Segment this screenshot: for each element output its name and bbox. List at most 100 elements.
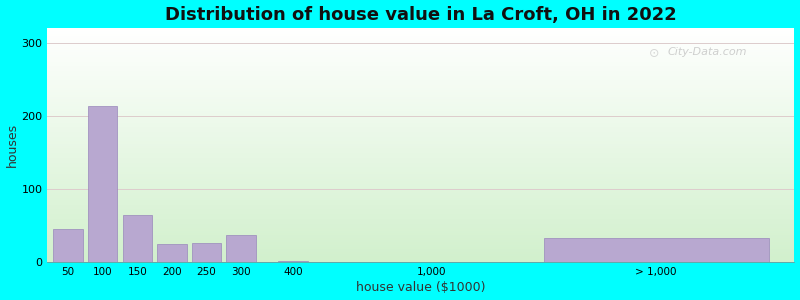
Bar	[47, 33, 794, 35]
Bar	[47, 220, 794, 223]
Bar	[47, 241, 794, 244]
Bar	[47, 98, 794, 101]
Bar	[122, 215, 152, 262]
Bar	[47, 150, 794, 152]
Bar	[47, 126, 794, 129]
Bar	[47, 260, 794, 262]
Bar	[47, 82, 794, 84]
Bar	[47, 129, 794, 131]
Bar	[47, 37, 794, 40]
Bar	[47, 115, 794, 117]
Bar	[47, 96, 794, 98]
Text: ⊙: ⊙	[649, 47, 659, 60]
Bar	[47, 134, 794, 136]
Bar	[47, 211, 794, 213]
Bar	[192, 243, 221, 262]
Bar	[47, 84, 794, 86]
Bar	[47, 117, 794, 119]
Bar	[47, 105, 794, 108]
Bar	[47, 86, 794, 89]
Text: City-Data.com: City-Data.com	[667, 47, 747, 57]
Bar	[47, 251, 794, 253]
Bar	[47, 35, 794, 37]
Bar	[47, 72, 794, 75]
Bar	[47, 197, 794, 199]
Bar	[47, 47, 794, 49]
Bar	[47, 40, 794, 42]
Bar	[47, 166, 794, 169]
Bar	[544, 238, 769, 262]
Bar	[47, 136, 794, 138]
Bar	[47, 246, 794, 248]
Title: Distribution of house value in La Croft, OH in 2022: Distribution of house value in La Croft,…	[165, 6, 677, 24]
Bar	[47, 223, 794, 225]
Bar	[47, 185, 794, 188]
Bar	[47, 140, 794, 143]
Bar	[88, 106, 118, 262]
Bar	[47, 91, 794, 94]
Bar	[47, 58, 794, 61]
Bar	[47, 164, 794, 166]
Bar	[278, 261, 308, 262]
Bar	[47, 143, 794, 145]
Bar	[47, 176, 794, 178]
Bar	[157, 244, 186, 262]
Bar	[47, 154, 794, 157]
Bar	[47, 61, 794, 63]
Bar	[47, 227, 794, 230]
Bar	[47, 204, 794, 206]
Bar	[47, 89, 794, 91]
Bar	[47, 237, 794, 239]
Bar	[47, 148, 794, 150]
Bar	[47, 253, 794, 255]
Bar	[47, 75, 794, 77]
Bar	[226, 235, 256, 262]
Bar	[47, 70, 794, 72]
Bar	[47, 206, 794, 208]
Bar	[47, 244, 794, 246]
Bar	[47, 42, 794, 44]
Bar	[47, 248, 794, 251]
Bar	[47, 173, 794, 175]
Bar	[47, 112, 794, 115]
X-axis label: house value ($1000): house value ($1000)	[356, 281, 486, 294]
Bar	[47, 169, 794, 171]
Bar	[47, 152, 794, 154]
Bar	[54, 230, 82, 262]
Bar	[47, 56, 794, 58]
Bar	[47, 178, 794, 180]
Bar	[47, 234, 794, 237]
Bar	[47, 239, 794, 241]
Bar	[47, 213, 794, 215]
Bar	[47, 258, 794, 260]
Bar	[47, 188, 794, 190]
Bar	[47, 208, 794, 211]
Bar	[47, 54, 794, 56]
Bar	[47, 68, 794, 70]
Bar	[47, 131, 794, 134]
Bar	[47, 28, 794, 30]
Bar	[47, 157, 794, 159]
Bar	[47, 230, 794, 232]
Bar	[47, 171, 794, 173]
Bar	[47, 110, 794, 112]
Bar	[47, 159, 794, 162]
Bar	[47, 183, 794, 185]
Bar	[47, 232, 794, 234]
Bar	[47, 100, 794, 103]
Bar	[47, 122, 794, 124]
Bar	[47, 49, 794, 51]
Bar	[47, 63, 794, 65]
Bar	[47, 199, 794, 201]
Bar	[47, 162, 794, 164]
Bar	[47, 51, 794, 54]
Bar	[47, 103, 794, 105]
Bar	[47, 201, 794, 204]
Bar	[47, 30, 794, 33]
Bar	[47, 192, 794, 194]
Bar	[47, 225, 794, 227]
Bar	[47, 145, 794, 148]
Bar	[47, 124, 794, 126]
Y-axis label: houses: houses	[6, 123, 18, 167]
Bar	[47, 65, 794, 68]
